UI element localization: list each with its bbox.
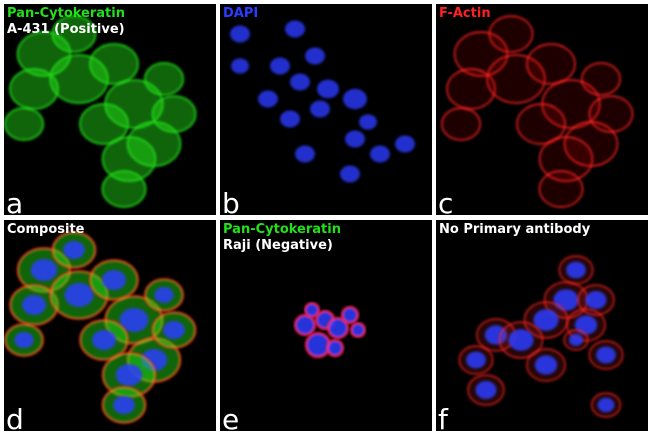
nucleus [370, 145, 390, 163]
nucleus [230, 25, 250, 43]
nucleus [64, 283, 94, 307]
nucleus [280, 110, 300, 128]
panel-letter: c [438, 187, 454, 216]
micrograph-a [4, 15, 197, 208]
micrograph-d [4, 231, 197, 424]
nucleus [534, 355, 558, 375]
cell [151, 95, 197, 133]
nucleus [533, 309, 559, 331]
cell [144, 62, 184, 96]
nucleus [258, 90, 278, 108]
cell-membrane [441, 107, 481, 141]
cell-membrane [538, 170, 584, 208]
nucleus [14, 332, 34, 348]
cell [89, 43, 139, 85]
panel-title: F-Actin [439, 6, 491, 21]
panel-letter: f [438, 403, 448, 432]
nucleus [585, 291, 607, 309]
panel-letter: d [6, 403, 24, 432]
panel-title: DAPI [223, 6, 259, 21]
cell-membrane [516, 103, 566, 145]
nucleus [310, 100, 330, 118]
micrograph-f [458, 255, 624, 418]
panel-f-no-primary: No Primary antibody f [436, 220, 648, 431]
nucleus [305, 47, 325, 65]
nucleus [596, 346, 616, 364]
panel-c-f-actin: F-Actin c [436, 4, 648, 215]
raji-cell [341, 306, 359, 324]
nucleus [113, 396, 135, 414]
nucleus [466, 351, 486, 369]
nucleus [115, 364, 143, 386]
nucleus [63, 241, 85, 259]
nucleus [566, 261, 586, 279]
nucleus [163, 321, 185, 339]
panel-letter: e [222, 403, 240, 432]
nucleus [475, 381, 497, 399]
nucleus [102, 270, 126, 290]
nucleus [574, 315, 598, 335]
nucleus [92, 330, 116, 350]
nucleus [290, 73, 310, 91]
nucleus [154, 287, 174, 303]
nucleus [340, 165, 360, 183]
raji-cell [326, 339, 344, 357]
nucleus [22, 295, 46, 315]
nucleus [597, 397, 615, 413]
cell-membrane [488, 15, 534, 53]
raji-cell [327, 317, 349, 339]
nucleus [569, 334, 583, 346]
panel-title: Pan-Cytokeratin [7, 6, 125, 21]
nucleus [270, 57, 290, 75]
raji-cell [350, 322, 366, 338]
panel-d-composite: Composite d [4, 220, 216, 431]
cell [79, 103, 129, 145]
cell-membrane [588, 95, 634, 133]
cell [101, 170, 147, 208]
figure-grid: Pan-Cytokeratin A-431 (Positive) a DAPI b F… [4, 4, 648, 431]
nucleus [285, 20, 305, 38]
micrograph-b [230, 20, 415, 183]
raji-cell [294, 314, 316, 336]
raji-cell [305, 332, 331, 358]
panel-letter: b [222, 187, 240, 216]
panel-e-raji-negative: Pan-Cytokeratin Raji (Negative) e [220, 220, 432, 431]
micrograph-c [441, 15, 634, 208]
cell-membrane [581, 62, 621, 96]
panel-letter: a [6, 187, 24, 216]
nucleus [508, 329, 534, 351]
cell [51, 15, 97, 53]
nucleus [30, 259, 58, 281]
micrograph-e [294, 302, 366, 358]
panel-subtitle: Raji (Negative) [223, 238, 333, 253]
panel-title: Composite [7, 222, 85, 237]
nucleus [317, 79, 339, 99]
cell [4, 107, 44, 141]
nucleus [119, 308, 149, 332]
nucleus [231, 58, 249, 74]
nucleus [395, 135, 415, 153]
panel-title: No Primary antibody [439, 222, 591, 237]
nucleus [295, 145, 315, 163]
panel-b-dapi: DAPI b [220, 4, 432, 215]
panel-title: Pan-Cytokeratin [223, 222, 341, 237]
nucleus [343, 88, 367, 110]
nucleus [345, 130, 365, 148]
raji-cell [304, 302, 320, 318]
panel-subtitle: A-431 (Positive) [7, 22, 125, 37]
nucleus [359, 114, 377, 130]
panel-a-pan-cytokeratin: Pan-Cytokeratin A-431 (Positive) a [4, 4, 216, 215]
cell-membrane [526, 43, 576, 85]
